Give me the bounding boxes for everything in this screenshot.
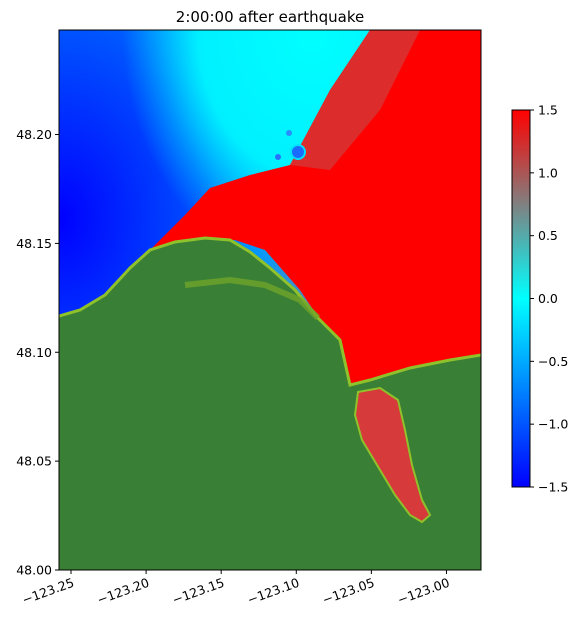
colorbar — [511, 109, 531, 488]
x-tick-label: −123.10 — [245, 575, 301, 608]
colorbar-tick-label: 0.0 — [538, 291, 558, 306]
colorbar-tick-label: −1.5 — [538, 480, 568, 495]
x-tick-label: −123.05 — [320, 575, 376, 608]
map-field — [59, 30, 481, 570]
y-tick-label: 48.10 — [16, 345, 52, 360]
island-spot — [275, 154, 281, 160]
colorbar-tick-label: 0.5 — [538, 228, 558, 243]
x-axis: −123.25 −123.20 −123.15 −123.10 −123.05 −123.… — [20, 570, 452, 607]
x-tick-label: −123.15 — [170, 575, 226, 608]
inlet-bay — [355, 388, 430, 522]
colorbar-tick-label: −1.0 — [538, 417, 568, 432]
y-tick-label: 48.20 — [16, 127, 52, 142]
shore-shallows — [184, 276, 321, 321]
chart-title: 2:00:00 after earthquake — [176, 8, 364, 26]
colorbar-tick-label: 1.0 — [538, 165, 558, 180]
x-tick-label: −123.00 — [395, 575, 451, 608]
y-tick-label: 48.05 — [16, 454, 52, 469]
axes-frame — [58, 29, 482, 571]
colorbar-tick-label: 1.5 — [538, 103, 558, 118]
shoreline — [59, 236, 481, 387]
inlet-shore — [353, 386, 432, 524]
y-axis: 48.00 48.05 48.10 48.15 48.20 — [16, 127, 59, 578]
y-tick-label: 48.15 — [16, 236, 52, 251]
y-tick-label: 48.00 — [16, 563, 52, 578]
x-tick-label: −123.25 — [20, 575, 76, 608]
x-tick-label: −123.20 — [95, 575, 151, 608]
land-mass — [59, 238, 481, 570]
colorbar-axis: 1.5 1.0 0.5 0.0 −0.5 −1.0 −1.5 — [530, 103, 568, 495]
wave-crest-transition — [290, 30, 420, 170]
wave-crest-region — [150, 30, 481, 392]
island-spot — [290, 144, 306, 160]
colorbar-tick-label: −0.5 — [538, 354, 568, 369]
island-spot — [286, 130, 292, 136]
